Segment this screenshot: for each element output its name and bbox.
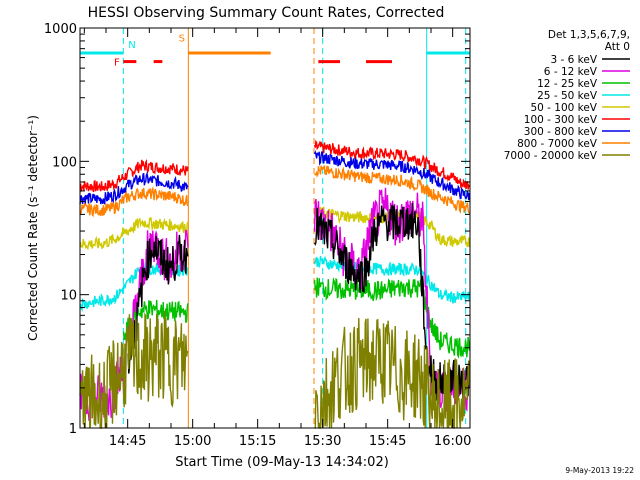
x-tick-label: 15:45 xyxy=(369,434,406,449)
series-line xyxy=(127,202,471,401)
flag-label: F xyxy=(114,58,120,69)
chart-title: HESSI Observing Summary Count Rates, Cor… xyxy=(88,5,445,21)
flag-group: FN S xyxy=(80,33,470,69)
footer-timestamp: 9-May-2013 19:22 xyxy=(565,466,634,475)
series-group xyxy=(79,139,471,429)
x-axis-label: Start Time (09-May-13 14:34:02) xyxy=(175,455,389,470)
legend-entry-label: 7000 - 20000 keV xyxy=(504,150,598,162)
series-line xyxy=(79,139,471,193)
legend-entry-label: 3 - 6 keV xyxy=(550,54,597,66)
legend-entry-label: 12 - 25 keV xyxy=(537,78,598,90)
legend-entry-label: 800 - 7000 keV xyxy=(517,138,598,150)
legend-header-2: Att 0 xyxy=(605,41,630,53)
y-tick-label: 1 xyxy=(69,422,77,437)
x-tick-label: 15:00 xyxy=(174,434,211,449)
x-axis-ticks: 14:45 15:00 15:15 15:30 15:45 16:00 xyxy=(83,28,471,449)
y-tick-label: 100 xyxy=(52,155,77,170)
y-tick-label: 10 xyxy=(60,289,77,304)
y-axis-ticks: 1 10 100 1000 xyxy=(44,22,470,437)
legend-entry-label: 100 - 300 keV xyxy=(524,114,598,126)
x-tick-label: 15:15 xyxy=(239,434,276,449)
x-tick-label: 16:00 xyxy=(434,434,471,449)
plot-frame xyxy=(79,27,471,429)
legend-header-1: Det 1,3,5,6,7,9, xyxy=(548,29,630,41)
series-line xyxy=(79,165,470,218)
plot-area: FN S 1 10 100 1000 14:45 15:00 15:15 15:30 15:45… xyxy=(44,22,471,449)
flag-label: N xyxy=(128,40,135,51)
legend-entry-label: 300 - 800 keV xyxy=(524,126,598,138)
y-axis-label: Corrected Count Rate (s⁻¹ detector⁻¹) xyxy=(26,115,40,341)
x-tick-label: 15:30 xyxy=(304,434,341,449)
legend-entry-label: 25 - 50 keV xyxy=(537,90,598,102)
series-line xyxy=(79,310,471,429)
flag-label: S xyxy=(179,33,185,44)
y-tick-label: 1000 xyxy=(44,22,77,37)
x-tick-label: 14:45 xyxy=(109,434,146,449)
legend-entry-label: 50 - 100 keV xyxy=(530,102,597,114)
series-line xyxy=(79,149,471,205)
legend-entry-label: 6 - 12 keV xyxy=(544,66,598,78)
